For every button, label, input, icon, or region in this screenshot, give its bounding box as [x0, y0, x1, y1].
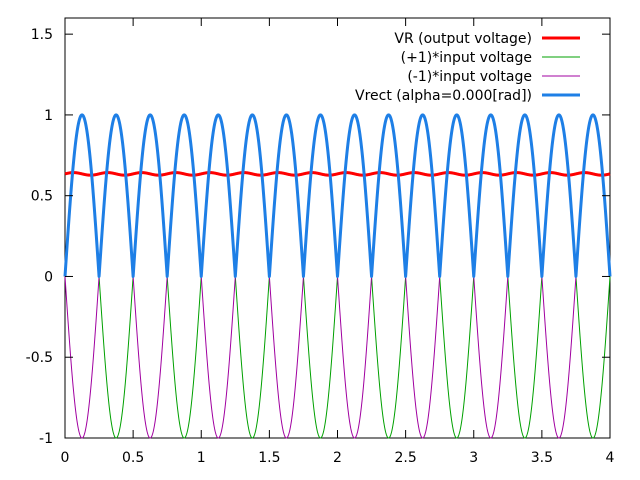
- x-tick-label: 3.5: [531, 450, 553, 466]
- series-line-3: [63, 113, 612, 278]
- x-tick-label: 1: [197, 450, 206, 466]
- x-tick-label: 2: [333, 450, 342, 466]
- x-tick-label: 3: [469, 450, 478, 466]
- y-tick-label: 0.5: [31, 189, 53, 205]
- series-group: [63, 113, 612, 439]
- legend-label: (+1)*input voltage: [401, 50, 532, 66]
- legend-label: VR (output voltage): [394, 31, 532, 47]
- series-line-0: [63, 171, 612, 177]
- y-tick-label: -1: [39, 431, 53, 447]
- y-tick-label: 1: [44, 108, 53, 124]
- x-tick-label: 4: [606, 450, 615, 466]
- legend: VR (output voltage) (+1)*input voltage (-1…: [355, 31, 580, 104]
- y-tick-label: 1.5: [31, 27, 53, 43]
- legend-label: (-1)*input voltage: [407, 69, 532, 85]
- y-tick-label: 0: [44, 269, 53, 285]
- y-axis-ticks: -1 -0.5 0 0.5 1 1.5: [26, 27, 610, 447]
- x-tick-label: 0.5: [122, 450, 144, 466]
- x-axis-ticks: 0 0.5 1 1.5 2 2.5 3 3.5 4: [61, 18, 615, 466]
- x-tick-label: 2.5: [394, 450, 416, 466]
- legend-label: Vrect (alpha=0.000[rad]): [355, 88, 532, 104]
- y-tick-label: -0.5: [26, 350, 53, 366]
- x-tick-label: 0: [61, 450, 70, 466]
- x-tick-label: 1.5: [258, 450, 280, 466]
